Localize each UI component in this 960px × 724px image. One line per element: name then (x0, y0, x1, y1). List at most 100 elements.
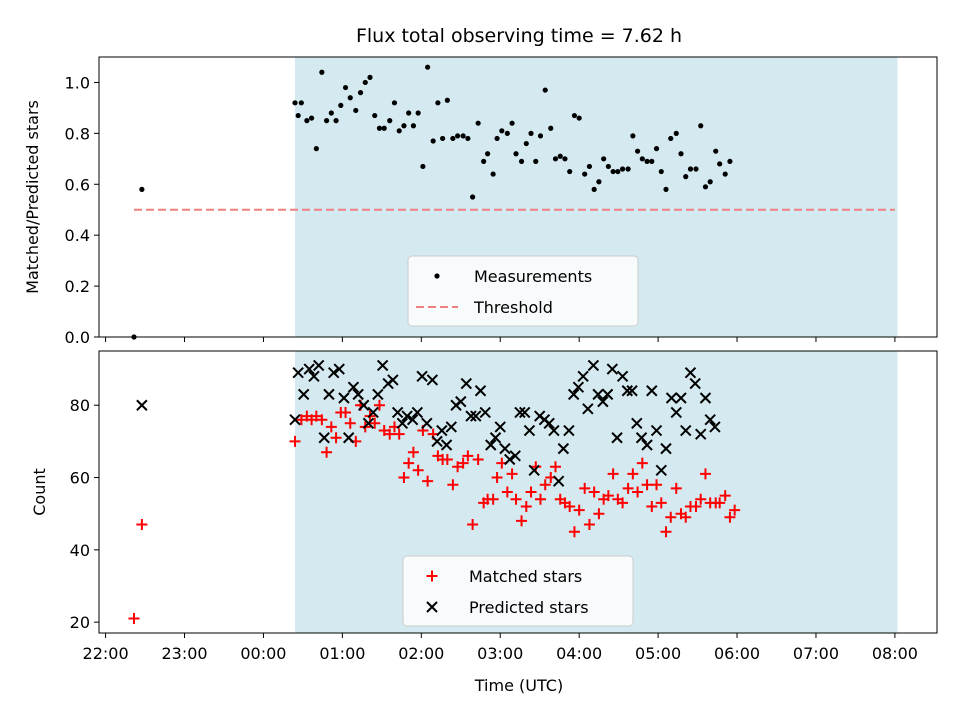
x-tick-label: 06:00 (714, 644, 760, 663)
measurement-point (372, 112, 378, 119)
predicted-point (401, 410, 413, 422)
predicted-point (577, 370, 589, 383)
measurement-point (347, 95, 353, 101)
predicted-point (606, 363, 619, 375)
measurement-point (475, 120, 481, 126)
measurement-point (357, 90, 364, 96)
matched-point (462, 450, 474, 462)
predicted-point (308, 370, 320, 383)
predicted-point (665, 392, 678, 404)
measurement-point (460, 133, 466, 139)
matched-point (398, 472, 410, 484)
measurement-point (528, 130, 534, 136)
predicted-point (494, 421, 506, 433)
matched-point (534, 493, 546, 505)
legend-label: Threshold (473, 298, 553, 317)
predicted-point (396, 417, 409, 430)
measurement-point (619, 166, 626, 172)
predicted-point (318, 432, 330, 444)
matched-point (422, 475, 434, 487)
measurement-point (596, 179, 602, 185)
matched-point (588, 486, 600, 498)
matched-point (330, 432, 342, 444)
predicted-point (528, 464, 540, 477)
predicted-point (470, 410, 482, 422)
legend-marker-matched (426, 570, 438, 582)
measurement-point (586, 163, 593, 170)
matched-point (714, 497, 726, 509)
matched-point (510, 493, 522, 505)
x-tick-label: 00:00 (240, 644, 286, 663)
measurement-point (630, 133, 636, 139)
measurement-point (707, 179, 713, 185)
predicted-point (567, 388, 580, 401)
panel-2-y-tick-label: 40 (70, 541, 90, 560)
x-tick-label: 07:00 (793, 644, 839, 663)
measurement-point (727, 158, 733, 164)
measurement-point (513, 151, 519, 157)
matched-point (695, 493, 707, 505)
panel-1-legend (407, 255, 639, 327)
matched-point (632, 486, 644, 498)
matched-point (719, 490, 731, 502)
measurement-point (308, 115, 315, 121)
predicted-point (523, 424, 536, 437)
predicted-point (376, 359, 389, 372)
matched-point (487, 493, 499, 505)
matched-point (472, 453, 484, 465)
predicted-point (362, 417, 375, 430)
matched-point (583, 519, 595, 531)
matched-point (403, 457, 415, 469)
predicted-point (289, 413, 301, 426)
predicted-point (421, 417, 433, 430)
matched-point (665, 511, 677, 523)
predicted-point (372, 388, 384, 401)
matched-point (520, 500, 532, 512)
measurement-point (376, 125, 383, 131)
panel-1-series-1 (131, 64, 733, 340)
measurement-point (435, 100, 441, 106)
predicted-point (514, 406, 526, 419)
measurement-point (295, 112, 301, 119)
measurement-point (634, 148, 641, 154)
measurement-point (504, 130, 510, 136)
matched-point (539, 479, 551, 491)
measurement-point (552, 156, 559, 162)
matched-point (501, 486, 513, 498)
predicted-point (499, 442, 511, 455)
predicted-point (704, 413, 716, 426)
matched-point (573, 504, 585, 516)
predicted-point (611, 432, 623, 444)
predicted-point (387, 374, 399, 386)
matched-point (295, 414, 307, 426)
matched-point (412, 464, 424, 476)
measurement-point (313, 146, 319, 152)
predicted-point (631, 417, 643, 430)
measurement-point (362, 79, 368, 86)
measurement-point (396, 128, 402, 134)
measurement-point (582, 171, 588, 177)
predicted-point (587, 359, 600, 372)
measurement-point (387, 118, 393, 124)
panel-1-y-tick-label: 0.4 (65, 226, 90, 245)
measurement-point (523, 140, 529, 147)
measurement-point (693, 166, 699, 172)
measurement-point (319, 69, 325, 75)
matched-point (316, 414, 328, 426)
predicted-point (655, 464, 667, 477)
measurement-point (668, 135, 674, 142)
measurement-point (533, 158, 539, 164)
measurement-point (367, 74, 373, 80)
measurement-point (678, 151, 684, 157)
measurement-point (713, 148, 719, 154)
measurement-point (481, 158, 487, 164)
matched-point (641, 479, 653, 491)
predicted-point (327, 366, 340, 379)
measurement-point (537, 133, 544, 139)
matched-point (491, 472, 503, 484)
panel-2-y-tick-label: 80 (70, 396, 90, 415)
measurement-point (601, 156, 607, 162)
measurement-point (562, 156, 568, 162)
measurement-point (342, 84, 349, 91)
predicted-point (440, 439, 453, 451)
